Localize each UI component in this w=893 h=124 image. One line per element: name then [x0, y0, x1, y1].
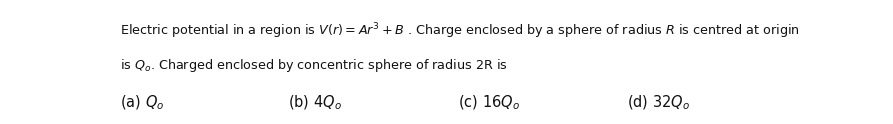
Text: (a) $Q_o$: (a) $Q_o$: [120, 93, 164, 112]
Text: Electric potential in a region is $V\left(r\right)=Ar^{3}+B$ . Charge enclosed b: Electric potential in a region is $V\lef…: [120, 22, 800, 41]
Text: (d) $32Q_o$: (d) $32Q_o$: [627, 93, 690, 112]
Text: (c) $16Q_o$: (c) $16Q_o$: [458, 93, 520, 112]
Text: (b) $4Q_o$: (b) $4Q_o$: [288, 93, 342, 112]
Text: is $Q_o$. Charged enclosed by concentric sphere of radius 2R is: is $Q_o$. Charged enclosed by concentric…: [120, 57, 508, 74]
